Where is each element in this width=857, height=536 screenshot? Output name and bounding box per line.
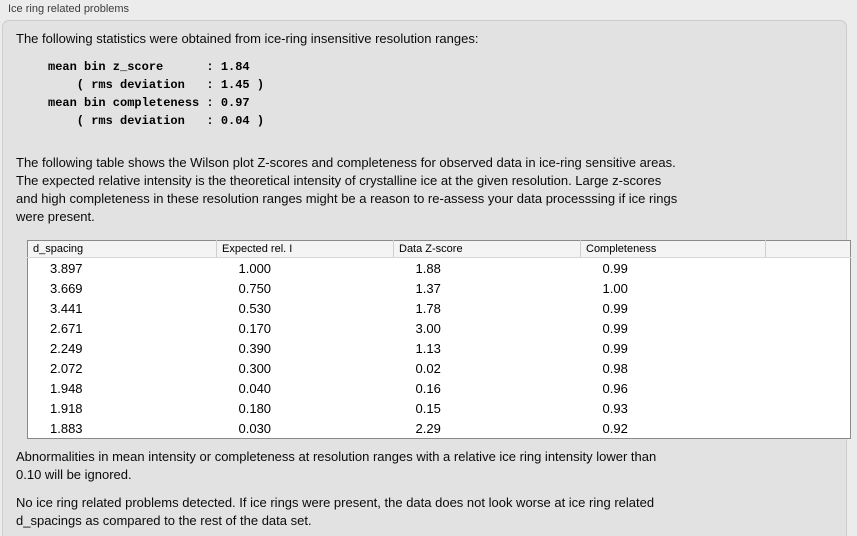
text-line: The expected relative intensity is the t…: [16, 173, 662, 188]
cell-completeness: 0.99: [602, 260, 628, 276]
cell-data-z-score: 1.13: [415, 340, 441, 356]
cell-spacer: [766, 258, 851, 279]
cell-completeness: 1.00: [602, 280, 628, 296]
cell-d-spacing: 1.918: [50, 400, 83, 416]
cell-spacer: [766, 358, 851, 378]
cell-d-spacing: 2.249: [50, 340, 83, 356]
stats-block: mean bin z_score : 1.84 ( rms deviation …: [48, 58, 838, 130]
cell-completeness: 0.99: [602, 300, 628, 316]
cell-d-spacing: 1.948: [50, 380, 83, 396]
cell-spacer: [766, 298, 851, 318]
text-line: were present.: [16, 209, 95, 224]
cell-data-z-score: 3.00: [415, 320, 441, 336]
cell-spacer: [766, 338, 851, 358]
cell-expected-rel-i: 0.040: [238, 380, 272, 396]
table-intro-text: The following table shows the Wilson plo…: [16, 154, 838, 226]
table-row[interactable]: 2.072 0.300 0.02 0.98: [28, 358, 851, 378]
group-box: The following statistics were obtained f…: [2, 20, 851, 536]
cell-completeness: 0.96: [602, 380, 628, 396]
cell-expected-rel-i: 0.750: [238, 280, 272, 296]
col-header-completeness[interactable]: Completeness: [580, 240, 766, 258]
cell-expected-rel-i: 0.300: [238, 360, 272, 376]
cell-data-z-score: 0.02: [415, 360, 441, 376]
stats-line: mean bin completeness : 0.97: [48, 96, 250, 110]
section-title: Ice ring related problems: [8, 3, 130, 15]
table-row[interactable]: 1.918 0.180 0.15 0.93: [28, 398, 851, 418]
cell-completeness: 0.92: [602, 420, 628, 436]
cell-d-spacing: 3.441: [50, 300, 83, 316]
cell-d-spacing: 3.669: [50, 280, 83, 296]
stats-line: ( rms deviation : 1.45 ): [48, 78, 265, 92]
table-row[interactable]: 3.897 1.000 1.88 0.99: [28, 258, 851, 279]
cell-expected-rel-i: 0.170: [238, 320, 272, 336]
cell-data-z-score: 0.15: [415, 400, 441, 416]
table-row[interactable]: 1.883 0.030 2.29 0.92: [28, 418, 851, 439]
cell-data-z-score: 2.29: [415, 420, 441, 436]
stats-line: ( rms deviation : 0.04 ): [48, 114, 265, 128]
cell-d-spacing: 2.671: [50, 320, 83, 336]
cell-d-spacing: 2.072: [50, 360, 83, 376]
table-row[interactable]: 2.671 0.170 3.00 0.99: [28, 318, 851, 338]
table-row[interactable]: 1.948 0.040 0.16 0.96: [28, 378, 851, 398]
text-line: No ice ring related problems detected. I…: [16, 495, 655, 510]
cell-expected-rel-i: 0.180: [238, 400, 272, 416]
conclusion-text: No ice ring related problems detected. I…: [16, 494, 838, 530]
cell-data-z-score: 1.88: [415, 260, 441, 276]
text-line: Abnormalities in mean intensity or compl…: [16, 449, 657, 464]
cell-expected-rel-i: 0.390: [238, 340, 272, 356]
table-row[interactable]: 3.669 0.750 1.37 1.00: [28, 278, 851, 298]
col-header-expected-rel-i[interactable]: Expected rel. I: [216, 240, 394, 258]
text-line: 0.10 will be ignored.: [16, 467, 132, 482]
stats-intro-text: The following statistics were obtained f…: [16, 30, 838, 48]
cell-completeness: 0.98: [602, 360, 628, 376]
col-header-data-z-score[interactable]: Data Z-score: [393, 240, 581, 258]
cell-spacer: [766, 278, 851, 298]
cell-spacer: [766, 318, 851, 338]
cell-expected-rel-i: 0.530: [238, 300, 272, 316]
table-row[interactable]: 3.441 0.530 1.78 0.99: [28, 298, 851, 318]
cell-completeness: 0.93: [602, 400, 628, 416]
cell-expected-rel-i: 0.030: [238, 420, 272, 436]
text-line: and high completeness in these resolutio…: [16, 191, 678, 206]
table-row[interactable]: 2.249 0.390 1.13 0.99: [28, 338, 851, 358]
ice-ring-table: d_spacing Expected rel. I Data Z-score C…: [27, 240, 851, 439]
text-line: The following table shows the Wilson plo…: [16, 155, 676, 170]
cell-expected-rel-i: 1.000: [238, 260, 272, 276]
cell-completeness: 0.99: [602, 320, 628, 336]
text-line: The following statistics were obtained f…: [16, 31, 479, 46]
cell-d-spacing: 1.883: [50, 420, 83, 436]
table-header-row: d_spacing Expected rel. I Data Z-score C…: [27, 240, 851, 258]
stats-line: mean bin z_score : 1.84: [48, 60, 250, 74]
col-header-spacer: [765, 240, 851, 258]
cell-spacer: [766, 378, 851, 398]
cell-completeness: 0.99: [602, 340, 628, 356]
cell-data-z-score: 1.78: [415, 300, 441, 316]
cell-data-z-score: 0.16: [415, 380, 441, 396]
cell-spacer: [766, 418, 851, 439]
cell-data-z-score: 1.37: [415, 280, 441, 296]
ignore-note-text: Abnormalities in mean intensity or compl…: [16, 448, 838, 484]
cell-spacer: [766, 398, 851, 418]
col-header-d-spacing[interactable]: d_spacing: [27, 240, 217, 258]
cell-d-spacing: 3.897: [50, 260, 83, 276]
text-line: d_spacings as compared to the rest of th…: [16, 513, 312, 528]
